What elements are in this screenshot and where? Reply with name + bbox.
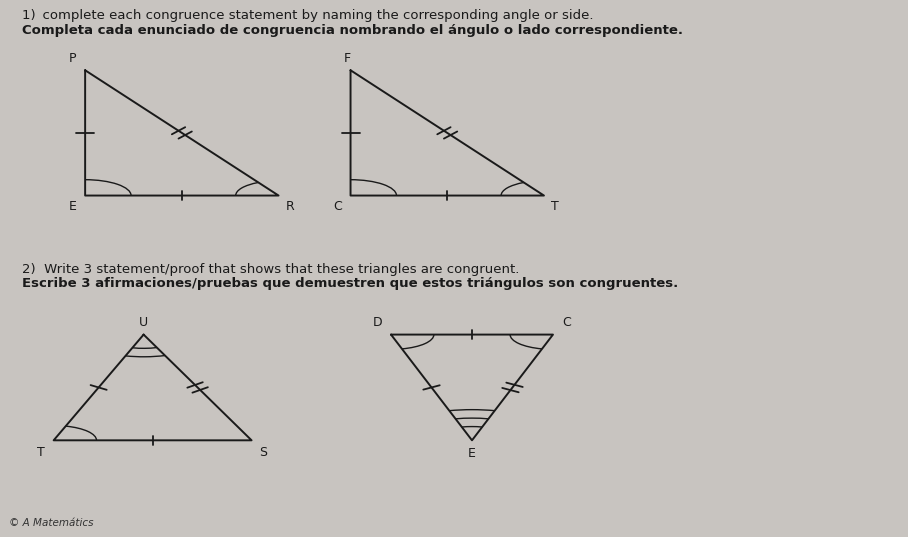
Text: C: C: [333, 200, 341, 213]
Text: 1)  complete each congruence statement by naming the corresponding angle or side: 1) complete each congruence statement by…: [22, 10, 594, 23]
Text: 2)  Write 3 statement/proof that shows that these triangles are congruent.: 2) Write 3 statement/proof that shows th…: [22, 263, 519, 276]
Text: P: P: [69, 52, 76, 65]
Text: Escribe 3 afirmaciones/pruebas que demuestren que estos triángulos son congruent: Escribe 3 afirmaciones/pruebas que demue…: [22, 278, 678, 291]
Text: D: D: [372, 316, 382, 329]
Text: F: F: [343, 52, 350, 65]
Text: © A Matemátics: © A Matemátics: [9, 518, 94, 527]
Text: T: T: [37, 446, 44, 459]
Text: S: S: [259, 446, 267, 459]
Text: E: E: [68, 200, 76, 213]
Text: C: C: [562, 316, 571, 329]
Text: T: T: [551, 200, 559, 213]
Text: R: R: [286, 200, 294, 213]
Text: U: U: [139, 316, 148, 329]
Text: Completa cada enunciado de congruencia nombrando el ángulo o lado correspondient: Completa cada enunciado de congruencia n…: [22, 24, 683, 37]
Text: E: E: [468, 447, 476, 460]
